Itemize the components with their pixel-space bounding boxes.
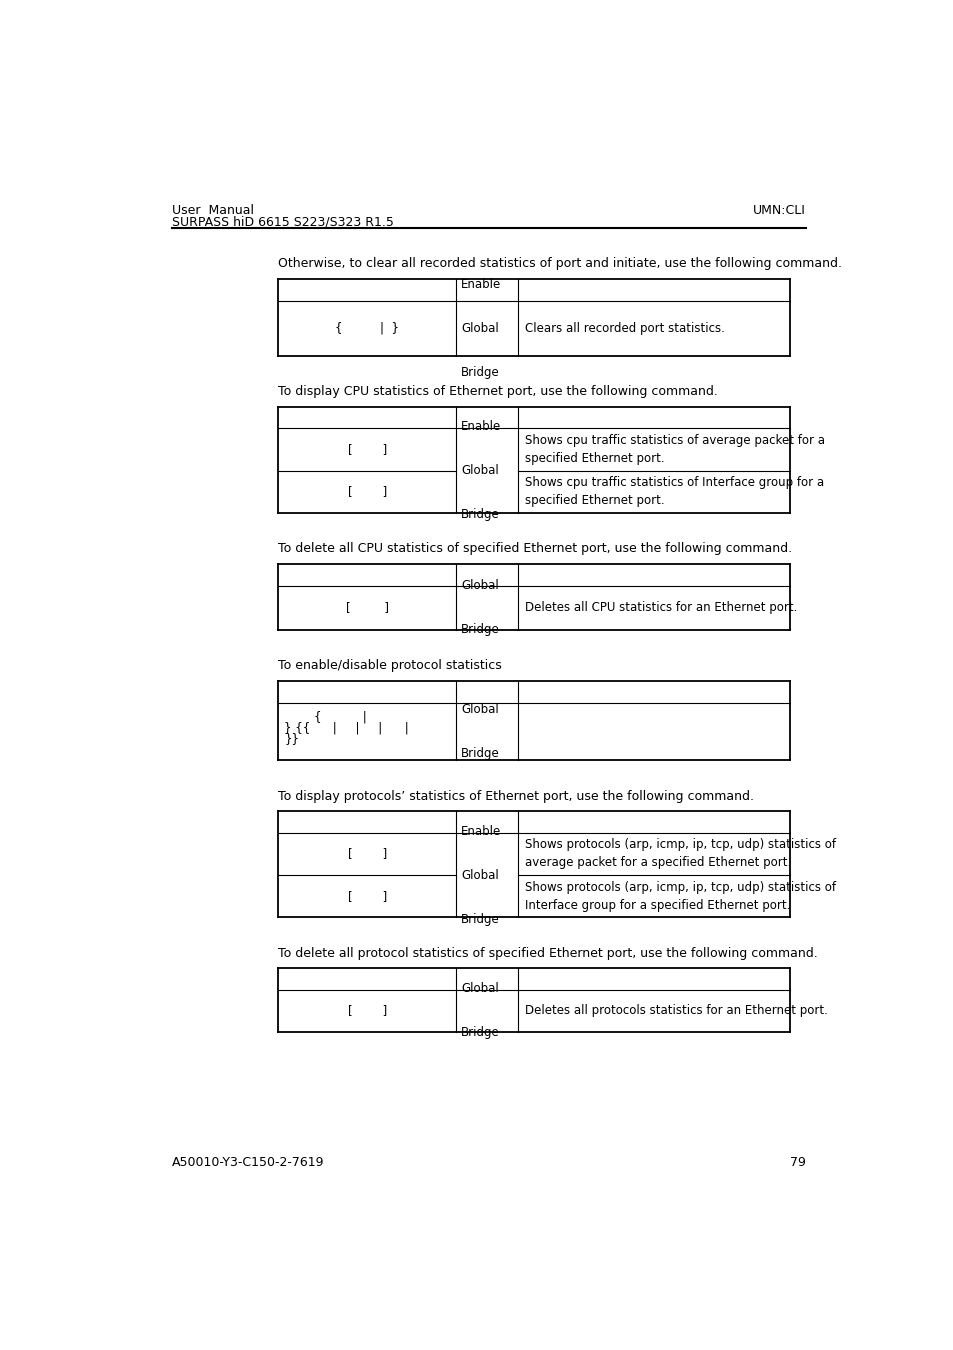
Text: To display protocols’ statistics of Ethernet port, use the following command.: To display protocols’ statistics of Ethe… bbox=[278, 790, 753, 802]
Text: } {{      |     |     |      |: } {{ | | | | bbox=[284, 721, 409, 734]
Text: Shows cpu traffic statistics of Interface group for a
specified Ethernet port.: Shows cpu traffic statistics of Interfac… bbox=[524, 477, 822, 508]
Text: SURPASS hiD 6615 S223/S323 R1.5: SURPASS hiD 6615 S223/S323 R1.5 bbox=[172, 215, 394, 228]
Text: Shows cpu traffic statistics of average packet for a
specified Ethernet port.: Shows cpu traffic statistics of average … bbox=[524, 435, 823, 466]
Text: [         ]: [ ] bbox=[345, 601, 388, 614]
Text: To enable/disable protocol statistics: To enable/disable protocol statistics bbox=[278, 659, 501, 672]
Text: [        ]: [ ] bbox=[347, 890, 387, 903]
Text: Global

Bridge: Global Bridge bbox=[460, 983, 499, 1040]
Text: Enable

Global

Bridge: Enable Global Bridge bbox=[460, 278, 500, 379]
Text: To delete all CPU statistics of specified Ethernet port, use the following comma: To delete all CPU statistics of specifie… bbox=[278, 543, 791, 555]
Text: [        ]: [ ] bbox=[347, 848, 387, 860]
Text: Otherwise, to clear all recorded statistics of port and initiate, use the follow: Otherwise, to clear all recorded statist… bbox=[278, 258, 841, 270]
Text: A50010-Y3-C150-2-7619: A50010-Y3-C150-2-7619 bbox=[172, 1156, 324, 1169]
Text: Global

Bridge: Global Bridge bbox=[460, 703, 499, 760]
Text: Enable

Global

Bridge: Enable Global Bridge bbox=[460, 420, 500, 521]
Text: }}: }} bbox=[284, 732, 299, 745]
Text: Shows protocols (arp, icmp, ip, tcp, udp) statistics of
Interface group for a sp: Shows protocols (arp, icmp, ip, tcp, udp… bbox=[524, 880, 835, 911]
Text: Deletes all CPU statistics for an Ethernet port.: Deletes all CPU statistics for an Ethern… bbox=[524, 601, 796, 614]
Text: Deletes all protocols statistics for an Ethernet port.: Deletes all protocols statistics for an … bbox=[524, 1004, 826, 1018]
Text: To delete all protocol statistics of specified Ethernet port, use the following : To delete all protocol statistics of spe… bbox=[278, 946, 817, 960]
Text: UMN:CLI: UMN:CLI bbox=[752, 204, 805, 217]
Text: Global

Bridge: Global Bridge bbox=[460, 579, 499, 636]
Text: 79: 79 bbox=[789, 1156, 805, 1169]
Text: [        ]: [ ] bbox=[347, 486, 387, 498]
Text: {           |: { | bbox=[284, 710, 367, 724]
Text: [        ]: [ ] bbox=[347, 443, 387, 456]
Text: To display CPU statistics of Ethernet port, use the following command.: To display CPU statistics of Ethernet po… bbox=[278, 385, 718, 398]
Text: User  Manual: User Manual bbox=[172, 204, 253, 217]
Text: {          |  }: { | } bbox=[335, 321, 399, 335]
Text: Shows protocols (arp, icmp, ip, tcp, udp) statistics of
average packet for a spe: Shows protocols (arp, icmp, ip, tcp, udp… bbox=[524, 838, 835, 869]
Text: Enable

Global

Bridge: Enable Global Bridge bbox=[460, 825, 500, 926]
Text: Clears all recorded port statistics.: Clears all recorded port statistics. bbox=[524, 321, 723, 335]
Text: [        ]: [ ] bbox=[347, 1004, 387, 1018]
